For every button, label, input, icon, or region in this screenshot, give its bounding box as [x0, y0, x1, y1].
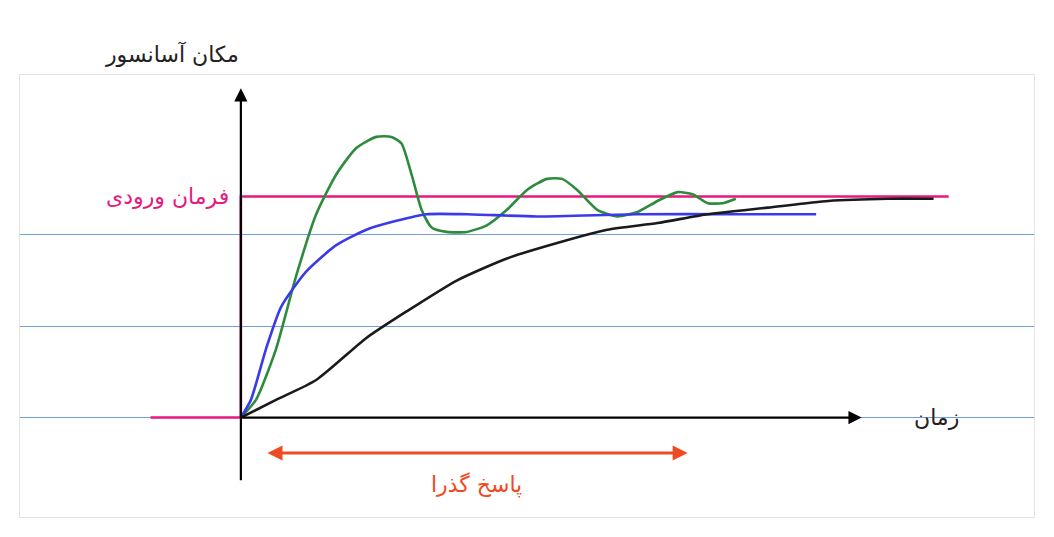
- svg-text:پاسخ گذرا: پاسخ گذرا: [431, 472, 522, 498]
- svg-text:فرمان ورودی: فرمان ورودی: [106, 184, 229, 209]
- svg-text:مکان آسانسور: مکان آسانسور: [105, 41, 239, 67]
- svg-text:زمان: زمان: [914, 405, 959, 430]
